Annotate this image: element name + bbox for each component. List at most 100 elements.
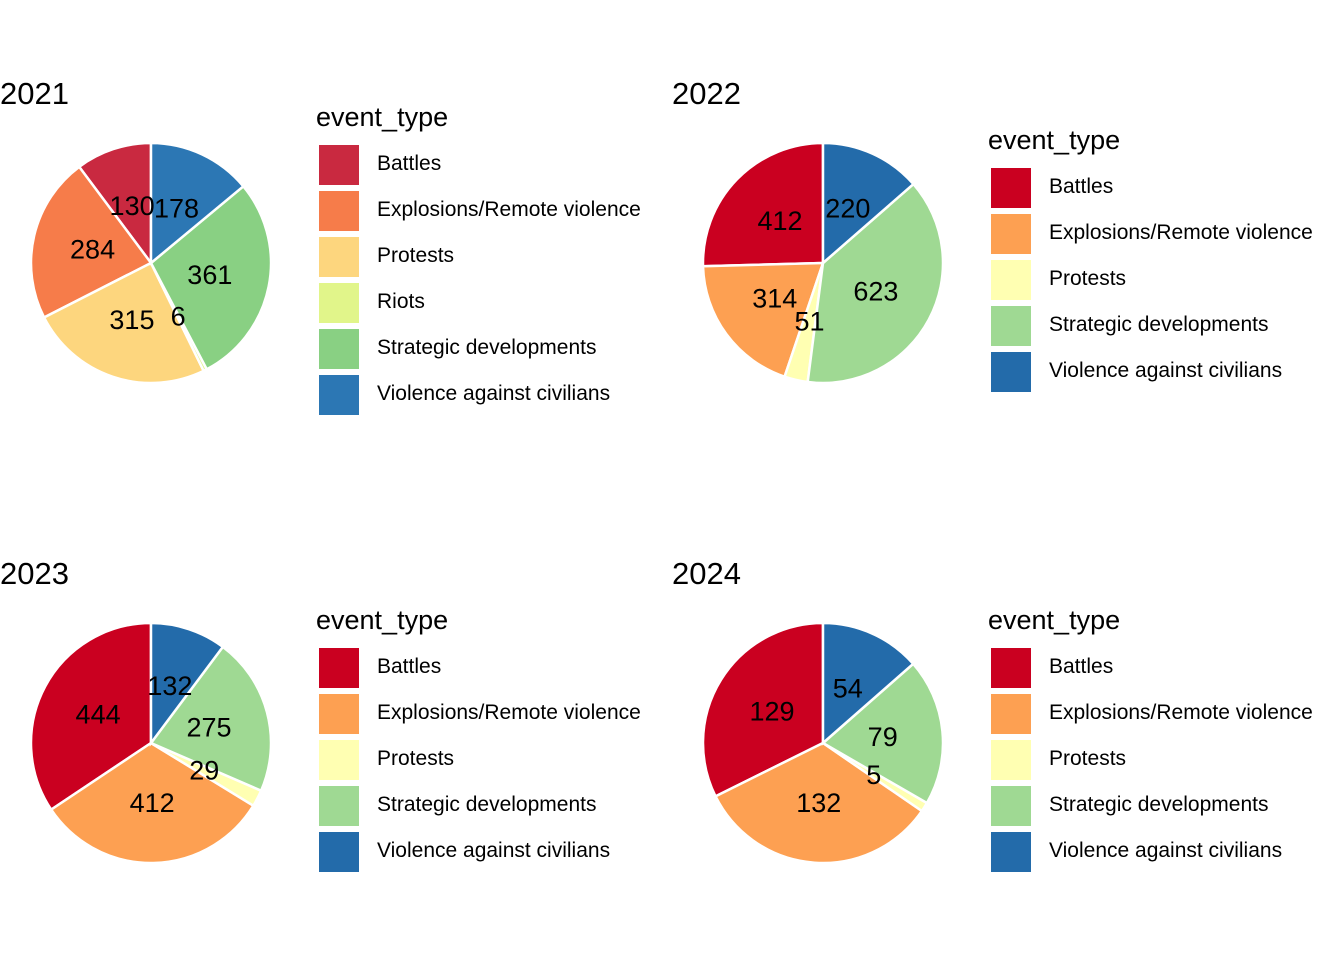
legend-item-explosions-remote-violence: Explosions/Remote violence (316, 694, 641, 740)
slice-value-label: 623 (853, 276, 898, 306)
legend-swatch (319, 832, 359, 872)
legend-label: Protests (377, 244, 455, 267)
legend-swatch (319, 283, 359, 323)
legend-swatch (319, 694, 359, 734)
slice-value-label: 178 (154, 194, 199, 224)
legend-label: Battles (377, 655, 442, 678)
legend-item-battles: Battles (316, 145, 448, 191)
legend-title: event_type (316, 102, 449, 132)
slice-value-label: 361 (187, 260, 232, 290)
legend-item-violence-against-civilians: Violence against civilians (988, 832, 1282, 878)
slice-value-label: 129 (749, 696, 794, 726)
legend-item-violence-against-civilians: Violence against civilians (988, 352, 1282, 398)
legend-swatch (991, 352, 1031, 392)
chart-title: 2023 (0, 556, 69, 591)
slice-value-label: 130 (110, 191, 155, 221)
slice-value-label: 412 (757, 206, 802, 236)
legend-label: Violence against civilians (1049, 839, 1283, 862)
legend-swatch (991, 214, 1031, 254)
legend-label: Protests (1049, 747, 1127, 770)
legend-label: Explosions/Remote violence (377, 701, 641, 724)
slice-value-label: 79 (868, 722, 898, 752)
legend-label: Violence against civilians (377, 382, 611, 405)
slice-value-label: 284 (70, 234, 115, 264)
legend-item-battles: Battles (988, 648, 1120, 694)
slice-value-label: 132 (796, 788, 841, 818)
legend-item-strategic-developments: Strategic developments (316, 786, 596, 832)
legend-item-explosions-remote-violence: Explosions/Remote violence (988, 214, 1313, 260)
legend-swatch (319, 375, 359, 415)
pie-slice-strategic-developments (820, 662, 945, 805)
legend-label: Battles (377, 152, 442, 175)
legend-label: Explosions/Remote violence (1049, 221, 1313, 244)
pie-slice-protests (42, 261, 206, 385)
pie-slice-violence-against-civilians (821, 621, 915, 746)
legend-item-strategic-developments: Strategic developments (988, 306, 1268, 352)
legend-swatch (991, 168, 1031, 208)
pie-slice-violence-against-civilians (821, 141, 916, 266)
pie-slice-violence-against-civilians (149, 621, 225, 747)
pie-chart: 444 412 29 275 132 (29, 621, 273, 865)
legend: event_type Battles Explosions/Remote viole… (988, 127, 1313, 398)
legend-item-protests: Protests (988, 260, 1126, 306)
legend-item-protests: Protests (316, 237, 454, 283)
legend-item-violence-against-civilians: Violence against civilians (316, 375, 610, 421)
legend-swatch (319, 740, 359, 780)
legend-swatch (319, 191, 359, 231)
pie-panel-2021: 2021 130 284 315 6 361 178 event_type Battles Exp… (0, 0, 672, 480)
chart-title: 2022 (672, 76, 741, 111)
pie-slice-explosions-remote-violence (29, 165, 153, 320)
legend-item-violence-against-civilians: Violence against civilians (316, 832, 610, 878)
legend-swatch (991, 740, 1031, 780)
legend: event_type Battles Explosions/Remote viole… (316, 102, 641, 421)
legend-item-explosions-remote-violence: Explosions/Remote violence (988, 694, 1313, 740)
legend-label: Strategic developments (377, 336, 597, 359)
pie-slice-strategic-developments (149, 645, 273, 793)
legend-swatch (991, 786, 1031, 826)
legend-label: Battles (1049, 655, 1114, 678)
legend-label: Explosions/Remote violence (377, 198, 641, 221)
slice-value-label: 54 (833, 673, 863, 703)
slice-value-label: 444 (76, 700, 121, 730)
legend-swatch (991, 648, 1031, 688)
legend: event_type Battles Explosions/Remote viole… (316, 605, 641, 878)
pie-panel-2024: 2024 129 132 5 79 54 event_type Battles Explosio… (672, 480, 1344, 960)
legend-swatch (991, 260, 1031, 300)
legend-swatch (319, 648, 359, 688)
legend-swatch (319, 329, 359, 369)
slice-value-label: 51 (794, 306, 824, 336)
legend-label: Strategic developments (1049, 313, 1269, 336)
pie-slice-battles (701, 141, 825, 268)
legend-label: Violence against civilians (1049, 359, 1283, 382)
slice-value-label: 315 (109, 305, 154, 335)
legend-label: Explosions/Remote violence (1049, 701, 1313, 724)
pie-panel-2022: 2022 412 314 51 623 220 event_type Battles Explo… (672, 0, 1344, 480)
legend-item-protests: Protests (316, 740, 454, 786)
legend-item-protests: Protests (988, 740, 1126, 786)
slice-value-label: 5 (866, 760, 881, 790)
slice-value-label: 6 (171, 302, 186, 332)
slice-value-label: 275 (186, 713, 231, 743)
legend: event_type Battles Explosions/Remote viole… (988, 607, 1313, 878)
legend-swatch (319, 145, 359, 185)
legend-label: Riots (377, 290, 425, 313)
legend-swatch (991, 694, 1031, 734)
legend-swatch (991, 306, 1031, 346)
legend-label: Strategic developments (1049, 793, 1269, 816)
slice-value-label: 29 (189, 756, 219, 786)
legend-item-battles: Battles (988, 168, 1120, 214)
chart-title: 2021 (0, 76, 69, 111)
pie-slice-strategic-developments (149, 184, 273, 371)
legend-label: Violence against civilians (377, 839, 611, 862)
pie-slice-explosions-remote-violence (713, 741, 924, 865)
legend-title: event_type (316, 605, 449, 635)
legend-item-strategic-developments: Strategic developments (316, 329, 596, 375)
pie-slice-explosions-remote-violence (49, 741, 256, 865)
legend-item-explosions-remote-violence: Explosions/Remote violence (316, 191, 641, 237)
slice-value-label: 412 (130, 788, 175, 818)
pie-slice-strategic-developments (806, 182, 945, 385)
chart-title: 2024 (672, 556, 741, 591)
legend-label: Strategic developments (377, 793, 597, 816)
